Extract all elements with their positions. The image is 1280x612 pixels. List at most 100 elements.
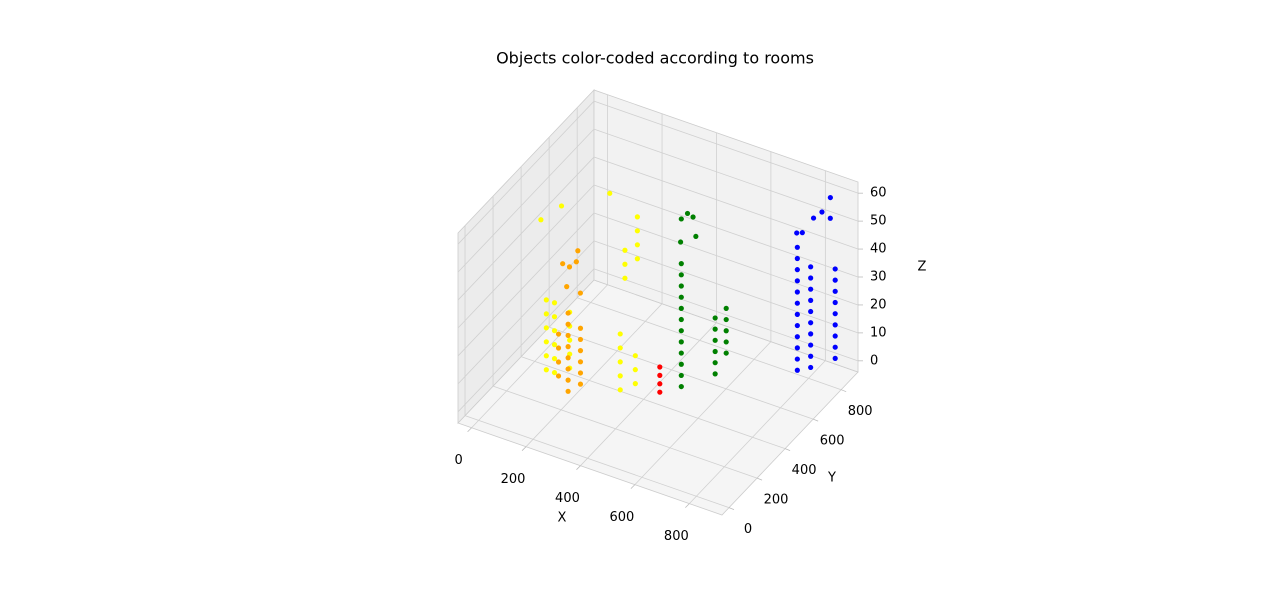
y-tick bbox=[756, 477, 763, 481]
point bbox=[657, 381, 663, 387]
point bbox=[551, 314, 558, 320]
point bbox=[632, 381, 638, 387]
point bbox=[543, 311, 549, 317]
point bbox=[723, 305, 729, 311]
point bbox=[632, 353, 638, 359]
z-grid-line bbox=[457, 240, 595, 385]
point bbox=[575, 248, 581, 254]
point bbox=[577, 359, 584, 365]
point bbox=[617, 387, 623, 393]
z-grid-line bbox=[457, 268, 595, 413]
point bbox=[832, 344, 838, 350]
point bbox=[678, 261, 684, 267]
point bbox=[794, 267, 800, 273]
point bbox=[577, 370, 584, 376]
z-grid-line bbox=[593, 268, 859, 362]
x-grid-line bbox=[525, 303, 663, 447]
point bbox=[808, 286, 814, 292]
point bbox=[723, 339, 729, 345]
point bbox=[543, 367, 549, 373]
point bbox=[799, 230, 805, 236]
z-grid-line bbox=[593, 156, 859, 250]
z-grid-line bbox=[457, 100, 595, 245]
point bbox=[832, 288, 838, 294]
point bbox=[832, 299, 838, 306]
point bbox=[551, 300, 558, 306]
point bbox=[538, 217, 544, 223]
point bbox=[678, 383, 684, 390]
y-tick bbox=[812, 418, 819, 422]
point bbox=[551, 342, 558, 348]
y-tick bbox=[784, 448, 791, 452]
point bbox=[678, 316, 684, 323]
y-tick-label: 200 bbox=[764, 493, 789, 508]
point bbox=[794, 300, 800, 306]
x-tick bbox=[576, 465, 581, 470]
point bbox=[543, 297, 549, 303]
z-grid-line bbox=[457, 212, 595, 357]
point bbox=[808, 275, 814, 281]
point bbox=[808, 297, 814, 303]
point bbox=[712, 348, 718, 355]
point bbox=[794, 334, 800, 340]
point bbox=[634, 256, 640, 262]
point bbox=[607, 190, 613, 196]
point bbox=[678, 372, 684, 379]
point bbox=[560, 261, 566, 267]
point bbox=[832, 355, 838, 361]
point bbox=[690, 214, 696, 220]
z-tick-label: 10 bbox=[870, 325, 887, 340]
z-grid-line bbox=[457, 156, 595, 301]
point bbox=[678, 272, 684, 278]
z-grid-line bbox=[593, 128, 859, 222]
y-grid-line bbox=[520, 356, 786, 450]
point bbox=[558, 203, 565, 209]
point bbox=[555, 359, 562, 365]
z-grid-line bbox=[593, 100, 859, 194]
point bbox=[723, 316, 729, 323]
point bbox=[565, 332, 571, 339]
point bbox=[678, 328, 684, 334]
y-tick-label: 600 bbox=[820, 434, 845, 449]
y-tick-label: 800 bbox=[848, 404, 873, 419]
point bbox=[565, 377, 571, 383]
point bbox=[678, 361, 684, 367]
point bbox=[555, 373, 562, 379]
z-tick-label: 40 bbox=[870, 242, 887, 257]
y-tick bbox=[728, 507, 735, 511]
point bbox=[543, 325, 549, 331]
point bbox=[567, 337, 573, 343]
point bbox=[555, 345, 562, 351]
point bbox=[794, 311, 800, 317]
point bbox=[617, 345, 623, 351]
point bbox=[827, 215, 833, 221]
point bbox=[794, 230, 800, 236]
z-tick-label: 0 bbox=[870, 353, 878, 368]
point bbox=[543, 353, 549, 359]
points bbox=[538, 190, 838, 395]
point bbox=[622, 247, 628, 253]
point bbox=[712, 337, 718, 343]
point bbox=[566, 264, 573, 270]
point bbox=[808, 264, 814, 270]
point bbox=[678, 216, 684, 222]
point bbox=[565, 310, 571, 316]
point bbox=[678, 350, 684, 356]
point bbox=[693, 233, 699, 240]
z-tick-label: 50 bbox=[870, 214, 887, 229]
point bbox=[657, 389, 663, 395]
point bbox=[565, 355, 571, 361]
point bbox=[808, 364, 814, 371]
y-tick bbox=[841, 389, 847, 393]
point bbox=[819, 209, 825, 215]
point bbox=[551, 356, 558, 362]
point bbox=[634, 228, 640, 234]
x-tick-label: 800 bbox=[664, 529, 689, 544]
point bbox=[677, 239, 684, 245]
x-axis-label: X bbox=[558, 511, 567, 526]
y-grid-line bbox=[492, 385, 758, 479]
x-tick-label: 600 bbox=[609, 510, 634, 525]
point bbox=[543, 339, 549, 345]
point bbox=[577, 336, 584, 343]
